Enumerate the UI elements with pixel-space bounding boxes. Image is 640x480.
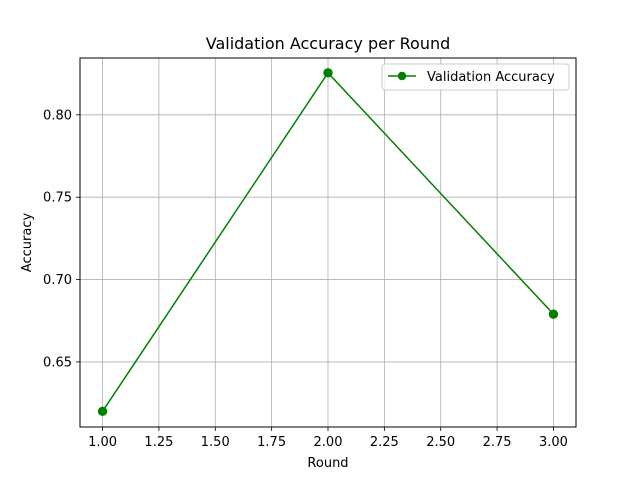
data-point <box>97 406 108 417</box>
y-axis-ticks: 0.65 0.70 0.75 0.80 <box>43 108 80 370</box>
y-axis-label: Accuracy <box>20 213 35 273</box>
y-tick-label: 0.65 <box>43 355 72 370</box>
x-tick-label: 1.00 <box>88 435 117 450</box>
x-tick-label: 1.75 <box>257 435 286 450</box>
legend: Validation Accuracy <box>381 63 570 91</box>
x-tick-label: 2.25 <box>370 435 399 450</box>
y-tick-label: 0.75 <box>43 191 72 206</box>
x-axis-ticks: 1.00 1.25 1.50 1.75 2.00 2.25 2.50 2.75 3.00 <box>88 427 568 450</box>
data-point <box>323 68 333 78</box>
grid <box>80 58 576 427</box>
legend-marker-swatch <box>397 71 407 81</box>
x-tick-label: 3.00 <box>539 435 568 450</box>
chart-title: Validation Accuracy per Round <box>206 34 451 53</box>
legend-box <box>381 63 570 91</box>
x-tick-label: 2.75 <box>483 435 512 450</box>
x-tick-label: 2.00 <box>314 435 343 450</box>
series-layer <box>97 68 559 417</box>
x-tick-label: 2.50 <box>426 435 455 450</box>
x-axis-label: Round <box>307 456 348 471</box>
x-tick-label: 1.25 <box>144 435 173 450</box>
data-point <box>548 309 559 319</box>
y-tick-label: 0.80 <box>43 108 72 123</box>
x-tick-label: 1.50 <box>201 435 230 450</box>
y-tick-label: 0.70 <box>43 273 72 288</box>
legend-label: Validation Accuracy <box>427 70 555 85</box>
